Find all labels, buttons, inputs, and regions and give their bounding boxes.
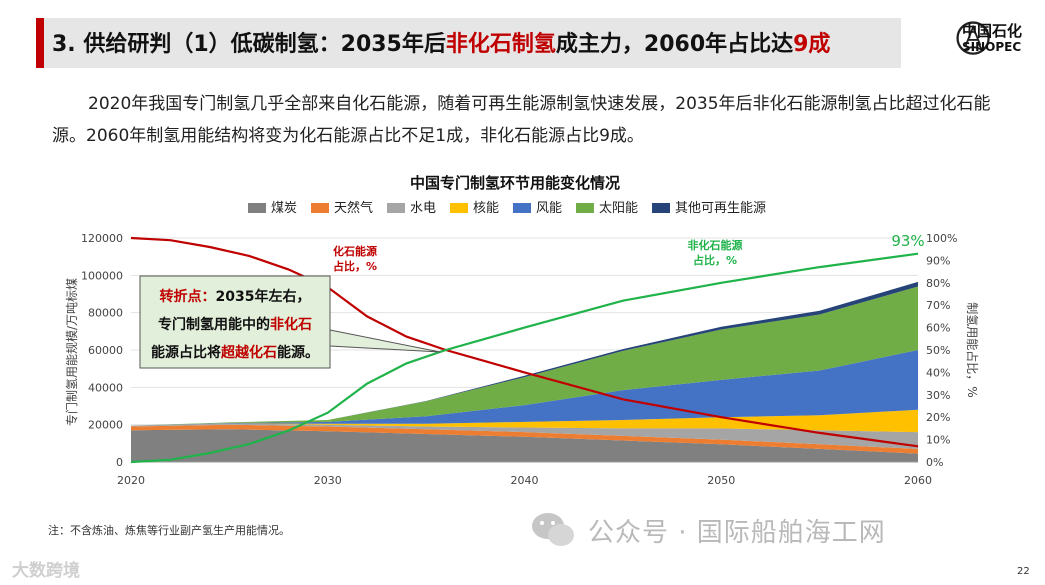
y-axis-label: 专门制氢用能规模/万吨标煤 [64, 278, 79, 426]
y2-tick-label: 70% [926, 299, 950, 312]
x-tick-label: 2020 [117, 474, 145, 487]
y-tick-label: 120000 [81, 232, 123, 245]
y-tick-label: 60000 [88, 344, 123, 357]
logo-text-en: SINOPEC [962, 40, 1022, 54]
y2-tick-label: 100% [926, 232, 957, 245]
x-tick-label: 2050 [707, 474, 735, 487]
legend-label: 煤炭 [271, 201, 297, 216]
y2-tick-label: 20% [926, 411, 950, 424]
fossil-label-line2: 占比，% [333, 259, 377, 273]
page-number: 22 [1017, 566, 1030, 577]
legend-swatch [576, 203, 594, 213]
chart-axes: 0 20000 40000 60000 80000 100000 120000 0% 10% 20… [81, 232, 957, 487]
y2-tick-label: 90% [926, 254, 950, 267]
callout-box [139, 275, 331, 369]
chart-lines [130, 236, 919, 464]
chart-areas [131, 281, 918, 462]
energy-chart: 中国专门制氢环节用能变化情况 煤炭 天然气 水电 核能 风能 太阳能 其他可再生能源 0 20… [64, 174, 980, 487]
legend-label: 核能 [473, 201, 499, 216]
chart-title: 中国专门制氢环节用能变化情况 [410, 174, 620, 192]
footnote: 注：不含炼油、炼焦等行业副产氢生产用能情况。 [48, 524, 290, 537]
y2-tick-label: 60% [926, 322, 950, 335]
y2-axis-label: 制氢用能占比，% [965, 302, 980, 397]
area-核能 [131, 409, 918, 433]
legend-swatch [450, 203, 468, 213]
title-accent-bar [36, 18, 44, 68]
sinopec-logo-icon [956, 21, 990, 55]
y2-tick-label: 30% [926, 389, 950, 402]
y-tick-label: 80000 [88, 307, 123, 320]
y2-tick-label: 40% [926, 366, 950, 379]
x-tick-label: 2040 [511, 474, 539, 487]
area-煤炭 [131, 429, 918, 462]
legend-label: 天然气 [334, 200, 373, 216]
y2-tick-label: 50% [926, 344, 950, 357]
legend-swatch [248, 203, 266, 213]
legend-swatch [311, 203, 329, 213]
callout-line2: 专门制氢用能中的非化石 [158, 316, 312, 333]
legend-label: 其他可再生能源 [675, 201, 766, 216]
y-tick-label: 40000 [88, 381, 123, 394]
watermark: 公众号 · 国际船舶海工网 [588, 518, 886, 548]
area-水电 [131, 423, 918, 449]
legend-swatch [652, 203, 670, 213]
y2-tick-label: 10% [926, 434, 950, 447]
area-风能 [131, 350, 918, 426]
title-highlight2: 9成 [793, 32, 831, 57]
legend-label: 水电 [410, 201, 436, 216]
legend-swatch [513, 203, 531, 213]
intro-paragraph: 2020年我国专门制氢几乎全部来自化石能源，随着可再生能源制氢快速发展，2035… [52, 94, 991, 146]
area-太阳能 [131, 286, 918, 426]
chart-legend: 煤炭 天然气 水电 核能 风能 太阳能 其他可再生能源 [248, 200, 766, 216]
title-highlight1: 非化石制氢 [445, 32, 556, 57]
y-tick-label: 0 [116, 456, 123, 469]
title-prefix: 3. 供给研判 [52, 32, 172, 57]
fossil-label-line1: 化石能源 [333, 244, 377, 258]
nonfossil-label-line2: 占比，% [693, 253, 737, 267]
watermark-secondary: 大数跨境 [12, 561, 80, 581]
callout-line3: 能源占比将超越化石能源。 [151, 344, 319, 361]
legend-label: 风能 [536, 201, 562, 216]
title-part2: 成主力，2060年占比达 [555, 32, 794, 57]
nonfossil-label-line1: 非化石能源 [688, 238, 743, 252]
y-tick-label: 100000 [81, 269, 123, 282]
callout-pointer [329, 329, 441, 353]
callout-line1: 转折点：2035年左右， [160, 288, 311, 305]
end-value-label: 93% [891, 232, 924, 250]
area-天然气 [131, 424, 918, 454]
y2-tick-label: 80% [926, 277, 950, 290]
wechat-icon [532, 513, 574, 546]
title-part1: （1）低碳制氢：2035年后 [171, 32, 446, 57]
x-tick-label: 2030 [314, 474, 342, 487]
legend-label: 太阳能 [599, 201, 638, 216]
x-tick-label: 2060 [904, 474, 932, 487]
y2-tick-label: 0% [926, 456, 943, 469]
title-bar [36, 18, 901, 68]
logo-text-cn: 中国石化 [962, 22, 1023, 40]
line-化石能源占比 [130, 236, 919, 448]
line-非化石能源占比 [130, 252, 919, 464]
legend-swatch [387, 203, 405, 213]
page-title: 3. 供给研判（1）低碳制氢：2035年后非化石制氢成主力，2060年占比达9成 [52, 26, 830, 58]
y-tick-label: 20000 [88, 419, 123, 432]
